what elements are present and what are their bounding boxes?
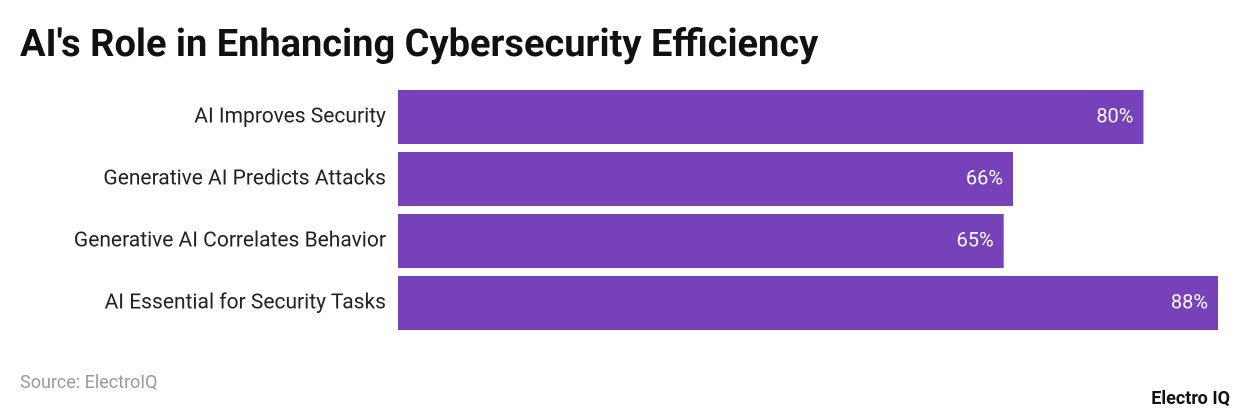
bar — [398, 90, 1144, 144]
category-label: Generative AI Predicts Attacks — [103, 167, 386, 191]
bar — [398, 276, 1218, 330]
brand-logo: Electro IQ — [1151, 388, 1230, 409]
bar — [398, 214, 1004, 268]
value-label: 65% — [957, 227, 994, 251]
bar — [398, 152, 1013, 206]
value-label: 66% — [966, 165, 1003, 189]
source: Source: ElectroIQ — [20, 372, 158, 393]
value-label: 80% — [1096, 103, 1133, 127]
category-label: Generative AI Correlates Behavior — [74, 229, 386, 253]
category-label: AI Improves Security — [194, 105, 386, 129]
chart-title: AI's Role in Enhancing Cybersecurity Eff… — [20, 22, 819, 66]
value-label: 88% — [1171, 289, 1208, 313]
category-label: AI Essential for Security Tasks — [105, 291, 386, 315]
